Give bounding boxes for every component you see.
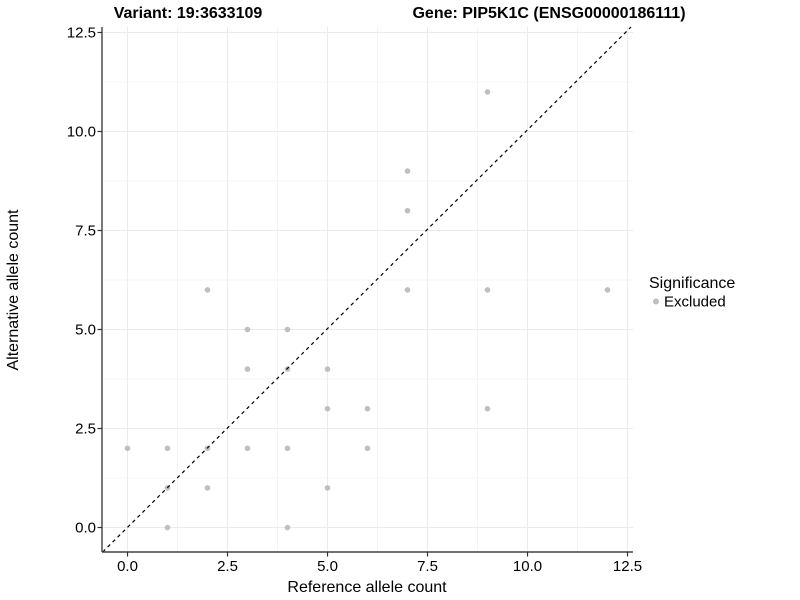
data-point — [484, 287, 491, 293]
x-tick-label: 0.0 — [117, 558, 138, 575]
data-point — [324, 485, 331, 491]
plot-title-variant: Variant: 19:3633109 — [114, 5, 263, 22]
y-axis-tick-labels: 0.0 2.5 5.0 7.5 10.0 12.5 — [67, 25, 96, 537]
data-point — [164, 524, 171, 531]
y-tick-label: 10.0 — [67, 124, 96, 141]
y-tick-label: 5.0 — [75, 322, 96, 339]
data-point — [244, 326, 251, 333]
plot-title-gene: Gene: PIP5K1C (ENSG00000186111) — [412, 5, 685, 22]
data-point — [244, 445, 251, 452]
legend-item-label: Excluded — [664, 294, 726, 311]
axis-tick-marks — [97, 31, 629, 557]
data-point — [484, 89, 491, 95]
data-point — [404, 168, 411, 174]
x-tick-label: 7.5 — [417, 558, 438, 575]
data-point — [284, 445, 291, 452]
y-axis-title: Alternative allele count — [5, 209, 22, 371]
data-point — [484, 405, 491, 412]
identity-line — [102, 26, 632, 553]
gridlines-minor — [102, 27, 633, 552]
y-tick-label: 2.5 — [75, 421, 96, 438]
data-point — [364, 445, 371, 452]
data-point — [164, 445, 171, 452]
y-tick-label: 7.5 — [75, 223, 96, 240]
data-point — [204, 287, 211, 293]
data-points — [124, 89, 611, 531]
data-point — [124, 445, 131, 452]
legend: Significance Excluded — [649, 275, 735, 311]
x-tick-label: 10.0 — [513, 558, 542, 575]
data-point — [604, 287, 611, 293]
x-tick-label: 12.5 — [613, 558, 642, 575]
data-point — [404, 207, 411, 214]
data-point — [284, 524, 291, 531]
identity-diagonal-line — [102, 26, 632, 553]
legend-point-icon — [653, 298, 659, 305]
x-axis-title: Reference allele count — [287, 579, 447, 596]
axis-lines — [101, 27, 633, 553]
x-tick-label: 5.0 — [317, 558, 338, 575]
x-tick-label: 2.5 — [217, 558, 238, 575]
gridlines-major — [102, 27, 633, 552]
data-point — [284, 326, 291, 333]
data-point — [324, 366, 331, 372]
x-axis-tick-labels: 0.0 2.5 5.0 7.5 10.0 12.5 — [117, 558, 642, 575]
data-point — [364, 405, 371, 412]
legend-item-excluded: Excluded — [653, 294, 726, 311]
data-point — [204, 485, 211, 491]
y-tick-label: 12.5 — [67, 25, 96, 42]
data-point — [244, 366, 251, 372]
data-point — [324, 405, 331, 412]
data-point — [404, 287, 411, 293]
legend-title: Significance — [649, 275, 735, 292]
y-tick-label: 0.0 — [75, 520, 96, 537]
